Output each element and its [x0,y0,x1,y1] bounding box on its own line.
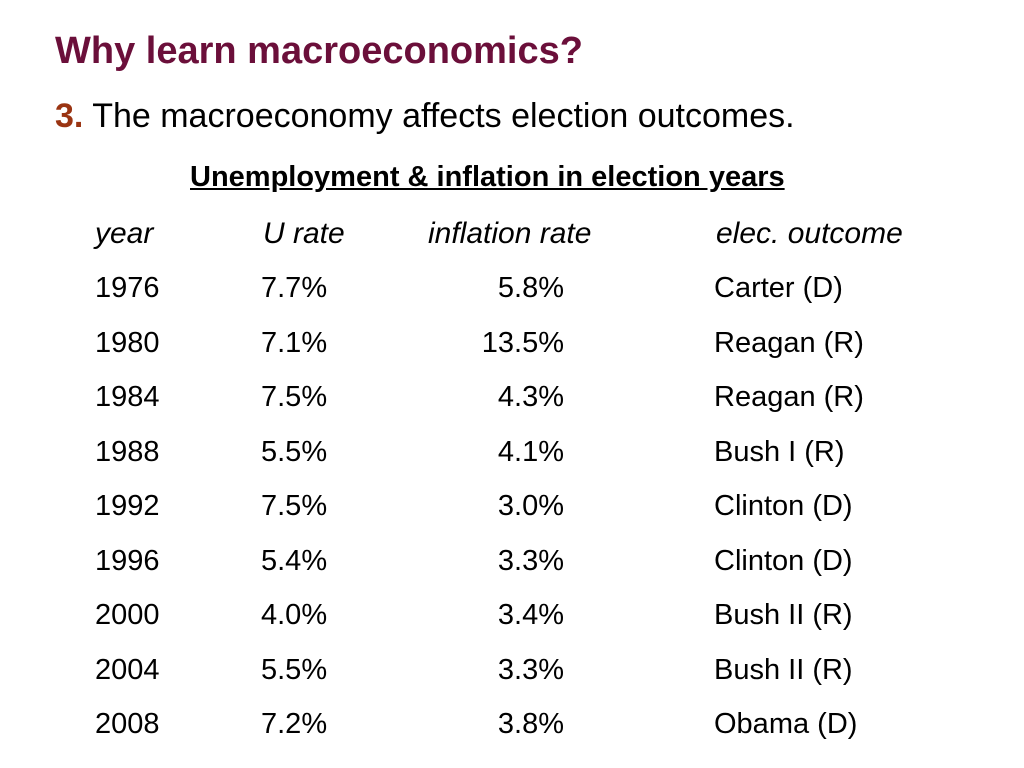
cell-inflation-rate: 3.3% [497,653,564,686]
table-row: 1976 7.7% 5.8% Carter (D) [0,272,1024,312]
cell-election-outcome: Clinton (D) [714,490,853,522]
cell-election-outcome: Obama (D) [714,708,858,740]
table-row: 1984 7.5% 4.3% Reagan (R) [0,381,1024,421]
cell-year: 1984 [95,381,160,413]
cell-election-outcome: Clinton (D) [714,544,853,577]
cell-u-rate: 7.5% [261,381,328,413]
cell-year: 2004 [95,653,160,686]
cell-u-rate: 7.1% [261,326,328,359]
table-row: 1992 7.5% 3.0% Clinton (D) [0,490,1024,530]
cell-u-rate: 7.7% [261,272,328,304]
cell-year: 1992 [95,490,160,522]
table-row: 1996 5.4% 3.3% Clinton (D) [0,545,1024,585]
table-row: 2008 7.2% 3.8% Obama (D) [0,708,1024,748]
cell-u-rate: 5.5% [261,435,328,468]
header-election-outcome: elec. outcome [716,217,903,250]
table-caption: Unemployment & inflation in election yea… [190,161,785,193]
cell-inflation-rate: 3.3% [497,544,564,577]
cell-inflation-rate: 3.8% [497,708,564,740]
cell-u-rate: 5.4% [261,544,328,577]
cell-inflation-rate: 5.8% [497,272,564,304]
cell-year: 1988 [95,435,160,468]
table-row: 2000 4.0% 3.4% Bush II (R) [0,599,1024,639]
subtitle-text: The macroeconomy affects election outcom… [83,97,795,135]
table-row: 1988 5.5% 4.1% Bush I (R) [0,436,1024,476]
cell-inflation-rate: 4.1% [497,435,564,468]
cell-u-rate: 4.0% [261,599,328,631]
cell-year: 2000 [95,599,160,631]
header-year: year [95,217,154,250]
cell-election-outcome: Reagan (R) [714,326,864,359]
cell-inflation-rate: 3.4% [497,599,564,631]
cell-election-outcome: Bush II (R) [714,599,853,631]
header-u-rate: U rate [263,217,345,250]
slide-title: Why learn macroeconomics? [55,30,583,72]
cell-election-outcome: Bush II (R) [714,653,853,686]
cell-u-rate: 5.5% [261,653,328,686]
cell-election-outcome: Carter (D) [714,272,843,304]
cell-year: 2008 [95,708,160,740]
cell-election-outcome: Reagan (R) [714,381,864,413]
cell-election-outcome: Bush I (R) [714,435,845,468]
subtitle-number: 3. [55,97,84,135]
cell-inflation-rate: 3.0% [497,490,564,522]
header-inflation-rate: inflation rate [428,217,592,250]
cell-year: 1996 [95,544,160,577]
cell-year: 1980 [95,326,160,359]
cell-u-rate: 7.2% [261,708,328,740]
slide-subtitle: 3. The macroeconomy affects election out… [55,97,795,136]
table-row: 1980 7.1% 13.5% Reagan (R) [0,327,1024,367]
table-row: 2004 5.5% 3.3% Bush II (R) [0,654,1024,694]
cell-inflation-rate: 13.5% [481,326,564,359]
cell-inflation-rate: 4.3% [497,381,564,413]
cell-year: 1976 [95,272,160,304]
cell-u-rate: 7.5% [261,490,328,522]
table-header-row: year U rate inflation rate elec. outcome [0,217,1024,257]
